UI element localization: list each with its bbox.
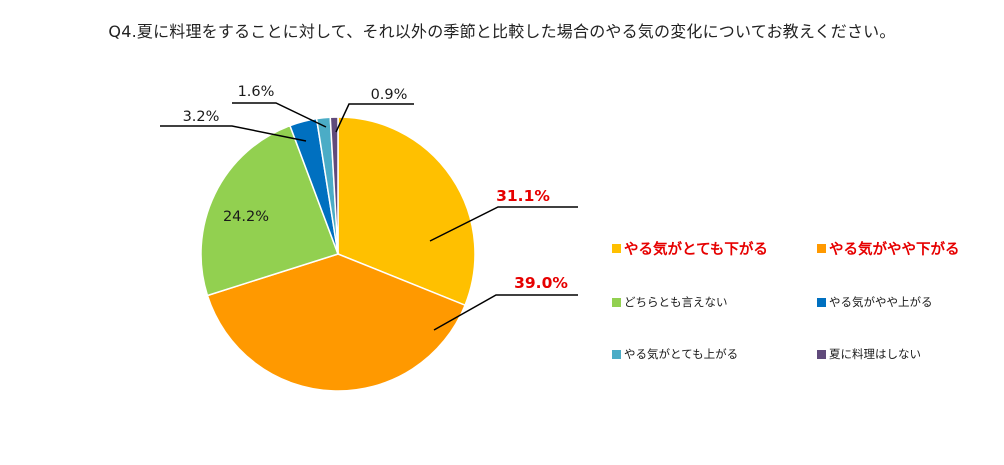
pie-slice-6 — [329, 116, 339, 255]
pie-slice-1 — [337, 116, 476, 307]
legend-swatch — [817, 244, 826, 253]
legend-item-5: やる気がとても上がる — [612, 346, 738, 362]
leader-line-2 — [433, 294, 578, 331]
legend-swatch — [612, 349, 621, 359]
data-label-5: 1.6% — [238, 84, 275, 100]
data-label-3: 24.2% — [223, 209, 269, 225]
data-label-1: 31.1% — [496, 187, 550, 205]
legend-item-1: やる気がとても下がる — [612, 238, 768, 259]
legend-label: やる気がやや上がる — [829, 295, 933, 309]
legend-label: やる気がやや下がる — [829, 242, 960, 258]
leader-line-6 — [335, 103, 414, 133]
data-label-6: 0.9% — [371, 87, 408, 103]
legend-swatch — [817, 297, 826, 307]
legend-swatch — [817, 349, 826, 359]
pie-slice-2 — [206, 253, 467, 392]
chart-title: Q4.夏に料理をすることに対して、それ以外の季節と比較した場合のやる気の変化につ… — [108, 22, 896, 41]
legend-item-3: どちらとも言えない — [612, 294, 728, 310]
legend-label: 夏に料理はしない — [829, 347, 921, 361]
legend-label: どちらとも言えない — [624, 295, 728, 309]
legend-item-2: やる気がやや下がる — [817, 238, 960, 259]
legend-swatch — [612, 297, 621, 307]
legend-label: やる気がとても上がる — [624, 347, 739, 361]
legend-item-4: やる気がやや上がる — [817, 294, 933, 310]
legend-label: やる気がとても下がる — [624, 242, 768, 258]
data-label-4: 3.2% — [183, 109, 220, 125]
legend-swatch — [612, 244, 621, 253]
leader-line-4 — [160, 125, 307, 142]
pie-slice-3 — [200, 124, 339, 297]
legend-item-6: 夏に料理はしない — [817, 346, 921, 362]
leader-line-1 — [429, 206, 578, 242]
leader-line-5 — [232, 102, 327, 128]
data-label-2: 39.0% — [514, 274, 568, 292]
